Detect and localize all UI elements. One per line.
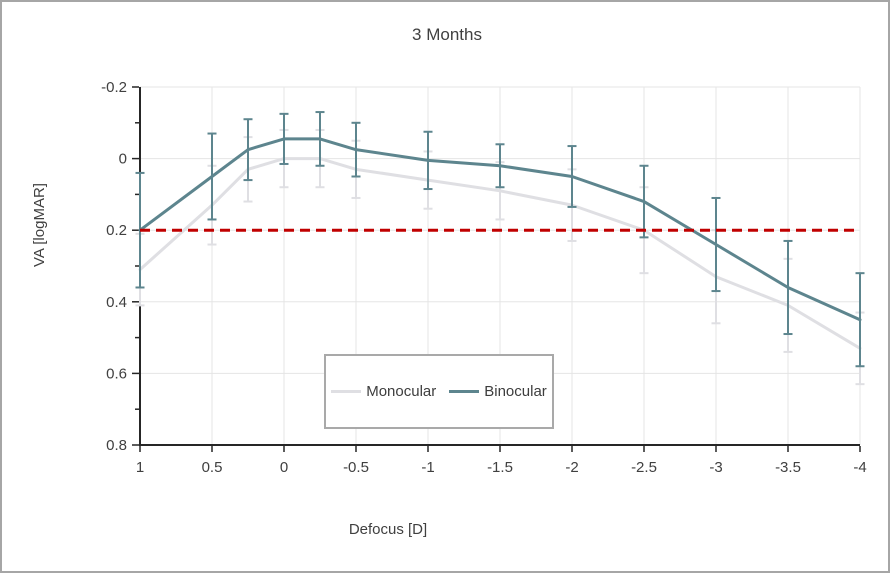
legend-entry-monocular: Monocular — [331, 383, 436, 400]
y-tick-label: 0.6 — [106, 365, 127, 382]
y-tick-label: -0.2 — [101, 79, 127, 96]
y-tick-label: 0.4 — [106, 294, 127, 311]
legend-label-monocular: Monocular — [366, 383, 437, 400]
x-tick-label: -4 — [853, 459, 866, 476]
legend-label-binocular: Binocular — [484, 383, 547, 400]
y-tick-label: 0 — [119, 151, 127, 168]
y-tick-label: 0.8 — [106, 437, 127, 454]
x-tick-label: -3 — [709, 459, 722, 476]
x-tick-label: 0 — [280, 459, 288, 476]
x-tick-label: 1 — [136, 459, 144, 476]
binocular-line — [138, 137, 862, 322]
chart-title: 3 Months — [412, 25, 482, 44]
x-tick-label: -0.5 — [343, 459, 369, 476]
x-axis-label: Defocus [D] — [348, 521, 428, 538]
x-tick-label: -3.5 — [775, 459, 801, 476]
x-tick-label: -1 — [421, 459, 434, 476]
legend-entry-binocular: Binocular — [449, 383, 547, 400]
x-tick-label: -2 — [565, 459, 578, 476]
binocular-line-swatch — [449, 390, 480, 393]
x-tick-label: -2.5 — [631, 459, 657, 476]
y-axis-label: VA [logMAR] — [31, 183, 48, 267]
x-tick-label: -1.5 — [487, 459, 513, 476]
chart-legend: Monocular Binocular — [324, 354, 554, 429]
monocular-line-swatch — [331, 390, 362, 393]
y-tick-label: 0.2 — [106, 222, 127, 239]
x-tick-label: 0.5 — [202, 459, 223, 476]
